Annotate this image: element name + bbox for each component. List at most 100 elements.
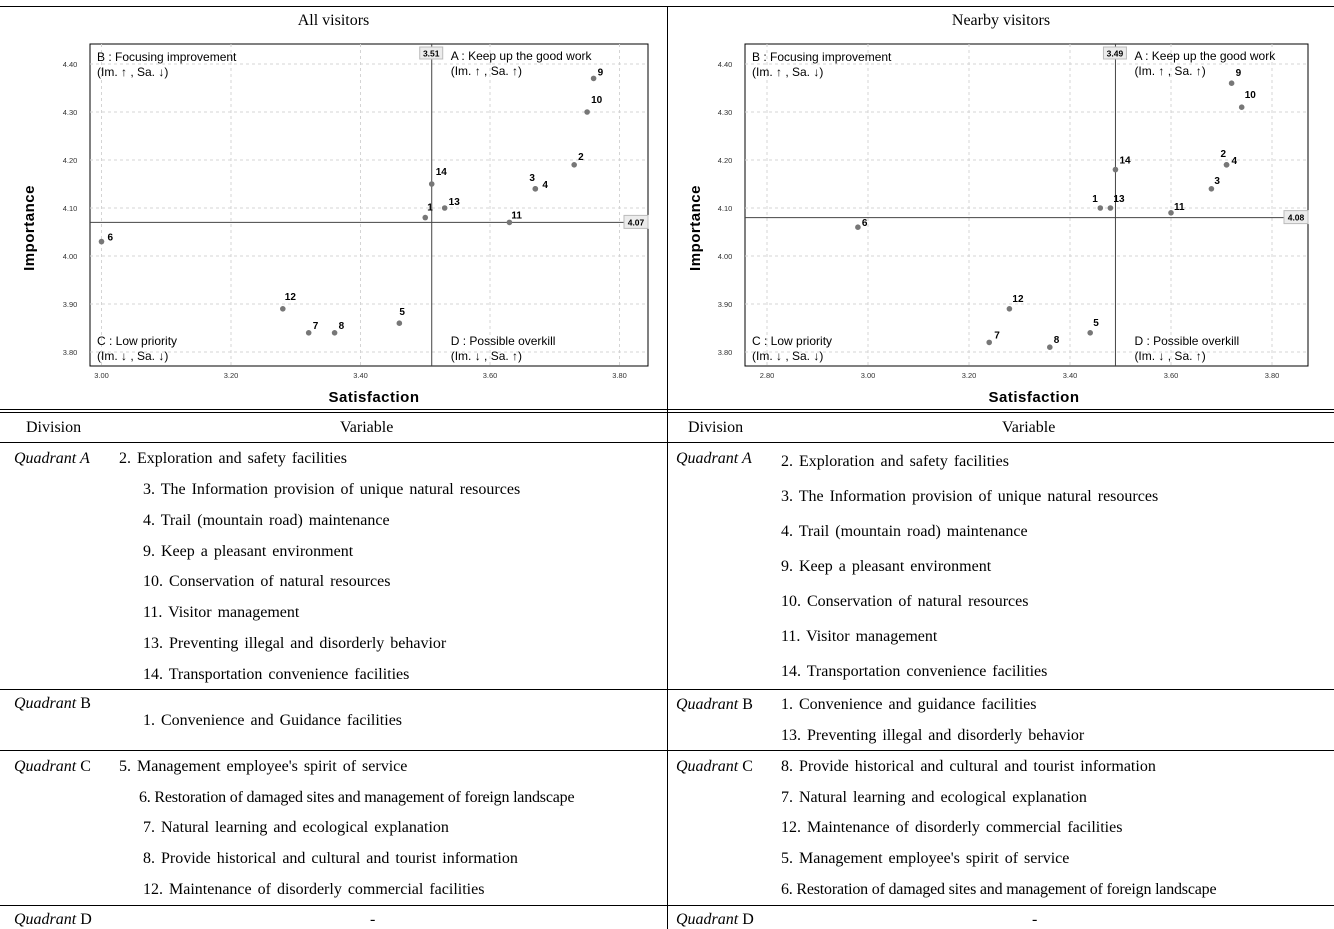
list-item: 4. Trail (mountain road) maintenance — [781, 523, 1028, 540]
right-quadrant-d-value: - — [1032, 911, 1038, 928]
data-point-label: 7 — [313, 321, 319, 332]
mean-x-box — [419, 46, 444, 60]
list-item: 14. Transportation convenience facilitie… — [143, 666, 410, 683]
y-tick-label: 4.20 — [63, 156, 78, 165]
list-item: 3. The Information provision of unique n… — [143, 481, 521, 498]
data-point — [1223, 162, 1230, 168]
y-tick-label: 4.00 — [718, 252, 733, 261]
y-axis-label: Importance — [687, 185, 704, 271]
data-point-label: 9 — [598, 67, 604, 78]
right-quadrant-d-label: Quadrant D — [676, 911, 754, 928]
data-point-label: 12 — [285, 292, 297, 303]
data-point-label: 5 — [399, 307, 405, 318]
data-point-label: 8 — [339, 321, 345, 332]
quadrant-d-rule: (Im. ↓ , Sa. ↑) — [1134, 349, 1205, 363]
right-quadrant-c-label: Quadrant C — [676, 758, 753, 775]
data-point-label: 4 — [1232, 156, 1238, 167]
x-tick-label: 2.80 — [760, 371, 775, 380]
quadrant-b-title: B : Focusing improvement — [752, 50, 892, 64]
data-point-label: 3 — [1214, 176, 1220, 187]
list-item: 6. Restoration of damaged sites and mana… — [139, 789, 575, 806]
right-variable-header: Variable — [1002, 419, 1056, 436]
quadrant-c-title: C : Low priority — [752, 334, 832, 348]
quadrant-a-title: A : Keep up the good work — [451, 49, 593, 63]
mean-y-value: 4.08 — [1288, 213, 1305, 223]
data-point — [855, 224, 861, 230]
list-item: 12. Maintenance of disorderly commercial… — [781, 819, 1123, 836]
quadrant-b-title: B : Focusing improvement — [97, 50, 237, 64]
y-tick-label: 4.00 — [63, 252, 78, 261]
left-quadrant-d-label: Quadrant D — [14, 911, 92, 928]
data-point-label: 14 — [436, 167, 448, 178]
chart-table-rule-2 — [0, 412, 1334, 413]
quadrant-c-rule: (Im. ↓ , Sa. ↓) — [97, 349, 168, 363]
left-division-header: Division — [26, 419, 82, 436]
chart-table-rule-1 — [0, 409, 1334, 410]
list-item: 1. Convenience and Guidance facilities — [143, 712, 403, 729]
data-point — [441, 205, 448, 211]
mean-y-value: 4.07 — [628, 217, 645, 227]
quadrant-c-rule: (Im. ↓ , Sa. ↓) — [752, 349, 823, 363]
data-point-label: 7 — [994, 330, 1000, 341]
list-item: 3. The Information provision of unique n… — [781, 488, 1159, 505]
data-point-label: 1 — [1092, 194, 1098, 205]
left-quadrant-d-value: - — [370, 911, 376, 928]
data-point-label: 2 — [1221, 149, 1227, 160]
x-tick-label: 3.00 — [94, 371, 109, 380]
x-tick-label: 3.40 — [353, 371, 368, 380]
x-tick-label: 3.20 — [962, 371, 977, 380]
mean-x-value: 3.49 — [1107, 49, 1124, 59]
quadrant-a-title: A : Keep up the good work — [1134, 49, 1276, 63]
data-point-label: 8 — [1054, 335, 1060, 346]
left-quadrant-a-label: Quadrant A — [14, 450, 90, 467]
y-tick-label: 3.80 — [718, 348, 733, 357]
list-item: 7. Natural learning and ecological expla… — [143, 819, 449, 836]
data-point-label: 4 — [542, 180, 548, 191]
center-divider — [667, 6, 668, 929]
quadrant-a-rule: (Im. ↑ , Sa. ↑) — [1134, 64, 1205, 78]
data-point — [1047, 344, 1053, 351]
data-point-label: 10 — [591, 95, 603, 106]
list-item: 2. Exploration and safety facilities — [119, 450, 347, 467]
list-item: 1. Convenience and guidance facilities — [781, 696, 1037, 713]
left-chart-title: All visitors — [297, 12, 370, 29]
y-axis-label: Importance — [21, 185, 38, 271]
list-item: 8. Provide historical and cultural and t… — [143, 850, 518, 867]
list-item: 11. Visitor management — [781, 628, 938, 645]
list-item: 6. Restoration of damaged sites and mana… — [781, 881, 1217, 898]
data-point — [1097, 205, 1104, 211]
quadrant-d-title: D : Possible overkill — [1134, 334, 1239, 348]
x-tick-label: 3.60 — [1164, 371, 1179, 380]
data-point — [98, 238, 105, 245]
data-point — [1238, 104, 1245, 110]
data-point — [422, 214, 429, 221]
y-tick-label: 4.40 — [718, 60, 733, 69]
list-item: 8. Provide historical and cultural and t… — [781, 758, 1156, 775]
y-tick-label: 3.90 — [718, 300, 733, 309]
data-point — [280, 306, 286, 312]
quadrant-c-rule — [0, 905, 1334, 906]
quadrant-c-title: C : Low priority — [97, 334, 177, 348]
header-rule — [0, 442, 1334, 443]
data-point-label: 1 — [427, 203, 433, 214]
right-quadrant-b-label: Quadrant B — [676, 696, 753, 713]
quadrant-d-title: D : Possible overkill — [451, 334, 556, 348]
data-point-label: 12 — [1012, 294, 1024, 305]
data-point — [506, 219, 513, 226]
y-tick-label: 4.30 — [63, 108, 78, 117]
data-point — [305, 330, 312, 336]
data-point-label: 11 — [511, 210, 522, 221]
y-tick-label: 4.30 — [718, 108, 733, 117]
data-point — [986, 339, 992, 346]
quadrant-a-rule: (Im. ↑ , Sa. ↑) — [451, 64, 522, 78]
quadrant-d-rule: (Im. ↓ , Sa. ↑) — [451, 349, 522, 363]
data-point-label: 13 — [1113, 194, 1125, 205]
y-tick-label: 4.40 — [63, 60, 78, 69]
y-tick-label: 3.80 — [63, 348, 78, 357]
x-axis-label: Satisfaction — [988, 389, 1079, 406]
left-quadrant-c-label: Quadrant C — [14, 758, 91, 775]
data-point — [1087, 330, 1093, 336]
